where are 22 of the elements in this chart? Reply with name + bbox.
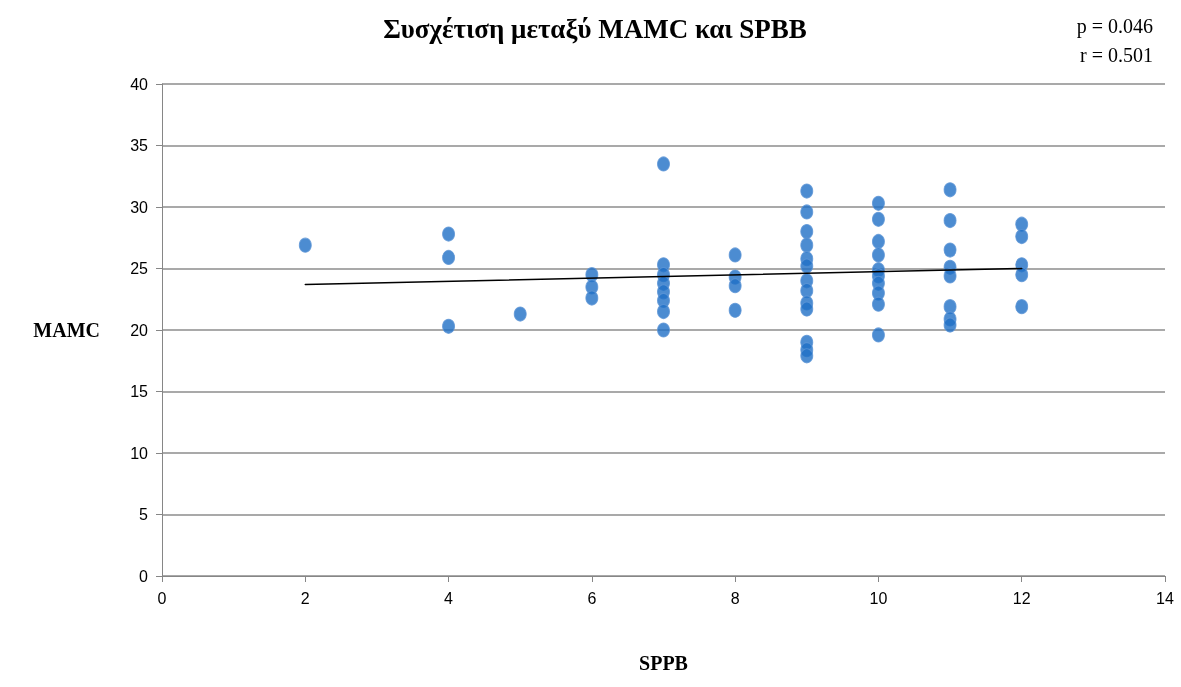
text: r = 0.501 xyxy=(1080,44,1154,66)
y-tick-label: 30 xyxy=(130,198,149,216)
y-tick-label: 15 xyxy=(130,383,149,400)
y-tick-label: 40 xyxy=(130,75,149,93)
x-tick-label: 12 xyxy=(1012,589,1031,607)
y-axis-title: MAMC xyxy=(33,319,100,341)
x-axis-title: SPPB xyxy=(639,652,688,674)
x-tick-label: 4 xyxy=(444,589,454,607)
x-tick-label: 2 xyxy=(300,589,310,607)
y-tick-label: 10 xyxy=(130,444,149,462)
x-tick-label: 6 xyxy=(587,589,597,607)
x-tick-label: 10 xyxy=(869,589,888,607)
text: p = 0.046 xyxy=(1076,15,1153,38)
chart-title: Συσχέτιση μεταξύ MAMC και SPBB xyxy=(383,13,807,44)
y-tick-label: 25 xyxy=(130,260,149,277)
y-tick-label: 35 xyxy=(130,137,149,154)
x-tick-label: 8 xyxy=(730,589,740,607)
x-tick-label: 0 xyxy=(157,589,167,607)
y-tick-label: 5 xyxy=(139,506,149,523)
y-tick-label: 0 xyxy=(139,567,149,585)
y-tick-label: 20 xyxy=(130,321,149,339)
x-tick-label: 14 xyxy=(1156,589,1174,607)
